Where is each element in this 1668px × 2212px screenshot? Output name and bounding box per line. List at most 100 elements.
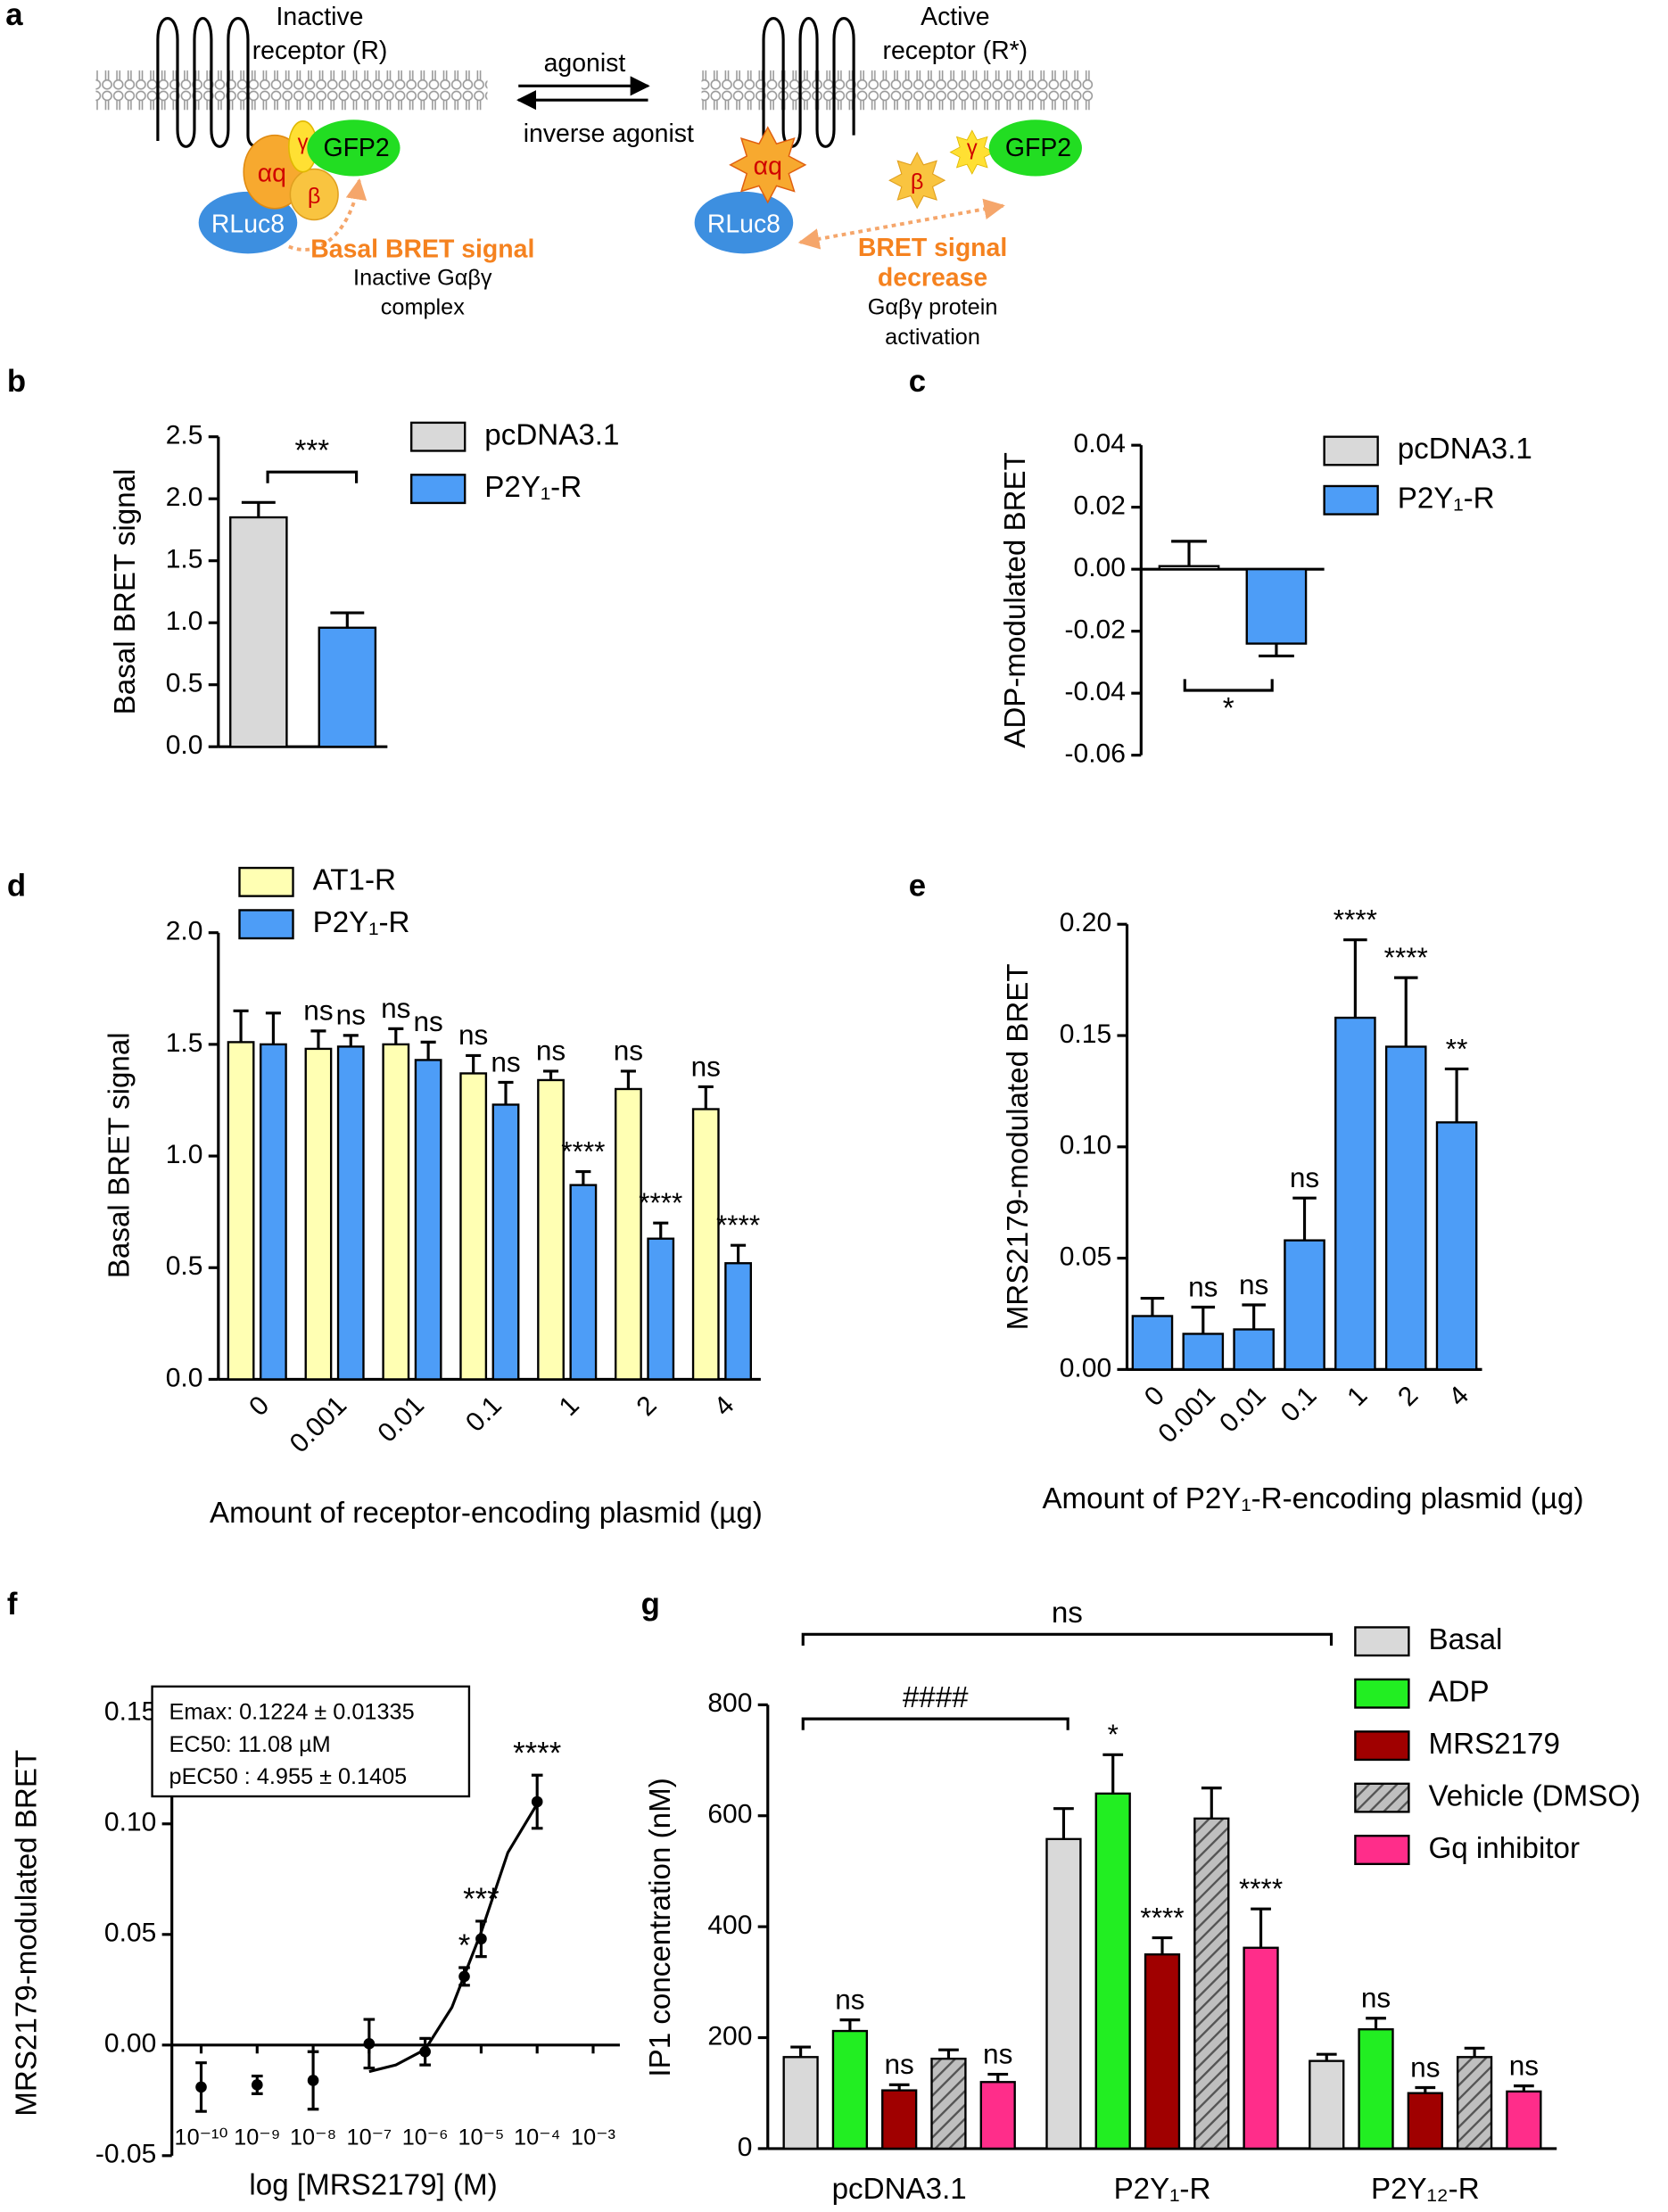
y-tick-label: 0.15: [1060, 1019, 1111, 1049]
point: [363, 2038, 376, 2050]
significance-label: ****: [513, 1737, 561, 1770]
y-tick-label: 1.0: [166, 607, 203, 636]
x-tick-label: 2: [1392, 1381, 1424, 1412]
x-tick-label: P2Y₁₂-R: [1371, 2173, 1480, 2206]
significance-label: ns: [835, 1983, 864, 2015]
stats-text: Emax: 0.1224 ± 0.01335: [169, 1699, 415, 1724]
error-bar: [330, 611, 365, 628]
y-tick-label: 2.0: [166, 917, 203, 946]
bar: [260, 1043, 287, 1381]
significance-label: ns: [1239, 1268, 1268, 1300]
y-axis-title: MRS2179-modulated BRET: [1002, 963, 1035, 1330]
error-bar: [466, 1053, 482, 1074]
membrane: [701, 67, 1094, 113]
error-bar: [698, 1085, 714, 1110]
x-tick-label: 4: [708, 1391, 739, 1422]
bar: [1158, 565, 1220, 571]
legend-swatch: [1354, 1835, 1410, 1866]
error-bar: [1140, 1296, 1165, 1316]
x-axis-title: Amount of P2Y₁-R-encoding plasmid (µg): [1042, 1482, 1583, 1515]
legend-swatch: [238, 866, 294, 897]
y-axis-title: IP1 concentration (nM): [644, 1778, 677, 2076]
error-bar: [731, 1243, 747, 1264]
stats-box: [151, 1685, 471, 1798]
state-label: complex: [381, 295, 465, 320]
y-tick-label: 2.5: [166, 421, 203, 450]
bar: [1284, 1239, 1325, 1371]
receptor: [156, 16, 269, 148]
y-axis-title: MRS2179-modulated BRET: [10, 1750, 43, 2117]
legend-label: P2Y₁-R: [313, 906, 410, 939]
y-tick-label: 0.10: [104, 1808, 156, 1837]
y-tick-label: 1.5: [166, 1028, 203, 1058]
y-tick-label: -0.05: [95, 2140, 156, 2169]
bar: [1045, 1837, 1082, 2150]
bar: [930, 2057, 967, 2150]
significance-label: ns: [336, 999, 366, 1031]
significance-label: ns: [1290, 1161, 1319, 1193]
x-tick-label: 0.01: [372, 1391, 430, 1449]
bar: [1506, 2090, 1542, 2150]
x-axis-title: Amount of receptor-encoding plasmid (µg): [210, 1497, 763, 1530]
gamma-label: γ: [298, 131, 309, 154]
error-bar: [265, 1011, 281, 1044]
bracket-label: ***: [294, 434, 329, 467]
significance-label: ns: [1188, 1270, 1218, 1302]
error-bar: [1514, 2084, 1534, 2092]
bar: [1131, 1315, 1174, 1371]
y-tick-label: 0.02: [1074, 491, 1126, 521]
panel-letter: d: [7, 869, 26, 903]
y-tick-label: 0.0: [166, 1363, 203, 1392]
x-tick-label: 0.1: [1276, 1381, 1323, 1428]
x-tick-label: 1: [554, 1391, 585, 1422]
bar: [724, 1262, 753, 1381]
panel-letter: c: [909, 365, 926, 399]
error-bar: [839, 2018, 861, 2032]
legend-label: P2Y₁-R: [484, 471, 582, 504]
x-axis-title: log [MRS2179] (M): [249, 2168, 497, 2201]
significance-label: ****: [639, 1186, 682, 1218]
significance-label: ns: [413, 1005, 442, 1037]
x-tick-label: 0: [1139, 1381, 1170, 1412]
bar: [691, 1108, 720, 1381]
x-tick-label: 10⁻⁹: [234, 2125, 280, 2150]
error-bar: [653, 1221, 669, 1239]
x-tick-label: 1: [1342, 1381, 1373, 1412]
significance-label: ns: [458, 1019, 488, 1051]
beta-label: β: [308, 184, 321, 209]
legend-swatch: [1323, 484, 1379, 516]
error-bar: [1242, 1303, 1266, 1330]
bracket: [1183, 679, 1274, 692]
significance-label: ns: [1410, 2051, 1440, 2083]
bar: [1243, 1946, 1279, 2150]
point: [419, 2045, 431, 2058]
significance-label: ****: [1334, 904, 1377, 936]
error-bar: [1102, 1753, 1124, 1794]
bar: [831, 2029, 869, 2150]
significance-label: ns: [691, 1050, 721, 1082]
error-bar: [1393, 976, 1418, 1047]
legend-swatch: [1354, 1678, 1410, 1709]
error-bar: [888, 2083, 910, 2091]
y-axis-title: Basal BRET signal: [103, 1032, 136, 1278]
bar: [782, 2056, 819, 2150]
bar: [336, 1045, 365, 1381]
bar: [1245, 567, 1308, 645]
stats-text: EC50: 11.08 µM: [169, 1732, 331, 1757]
gfp: [307, 120, 400, 177]
legend-label: pcDNA3.1: [1398, 433, 1532, 466]
point: [195, 2081, 207, 2093]
error-bar: [1251, 1907, 1271, 1948]
x-tick-label: 0.1: [460, 1391, 508, 1438]
state-label: Inactive Gαβγ: [353, 265, 492, 290]
bar: [1182, 1333, 1225, 1371]
x-tick-label: pcDNA3.1: [832, 2173, 967, 2206]
receptor: [762, 16, 855, 148]
gfp-label: GFP2: [323, 134, 389, 162]
legend-swatch: [238, 909, 294, 940]
alpha-label: αq: [258, 159, 286, 187]
significance-label: ***: [463, 1883, 500, 1917]
panel-letter: e: [909, 869, 926, 903]
point: [531, 1795, 543, 1808]
significance-label: ns: [1361, 1982, 1391, 2014]
